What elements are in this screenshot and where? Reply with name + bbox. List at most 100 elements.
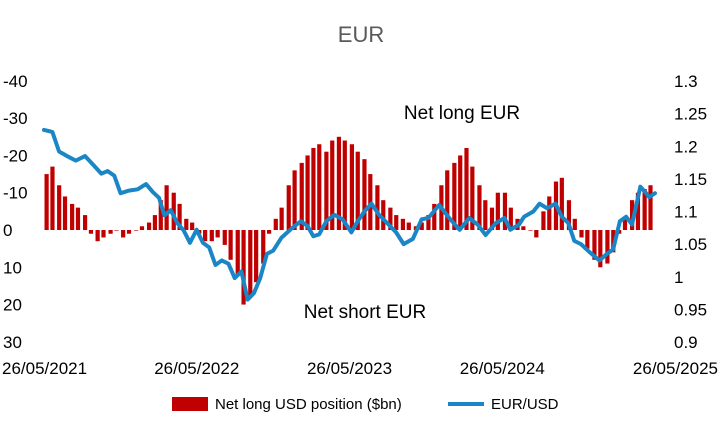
usd-position-bar <box>82 215 88 230</box>
usd-position-bar <box>566 200 572 230</box>
usd-position-bar <box>62 196 68 230</box>
usd-position-bar <box>355 151 360 230</box>
usd-position-bar <box>139 226 145 230</box>
usd-position-bar <box>184 218 189 230</box>
usd-position-bar <box>642 188 647 230</box>
usd-position-bar <box>419 222 424 230</box>
usd-position-bar <box>464 147 469 230</box>
usd-position-bar <box>572 218 577 230</box>
usd-position-bar <box>305 155 310 230</box>
usd-position-bar <box>235 230 240 275</box>
usd-position-bar <box>483 200 488 230</box>
usd-position-bar <box>126 230 132 234</box>
left-tick-label: 30 <box>3 333 22 352</box>
usd-position-bar <box>88 230 94 234</box>
left-axis: -40 -30 -20 -10 0 10 20 30 <box>3 72 28 352</box>
usd-position-bar <box>592 230 597 260</box>
right-tick-label: 1.3 <box>674 72 698 91</box>
usd-position-bar <box>261 230 266 264</box>
usd-position-bar <box>95 230 100 242</box>
usd-position-bar <box>349 144 354 230</box>
usd-position-bar <box>317 144 322 230</box>
usd-position-bar <box>585 230 590 249</box>
usd-position-bar <box>406 222 411 230</box>
usd-position-bar <box>559 177 564 230</box>
usd-position-bar <box>445 170 450 230</box>
usd-position-bar <box>248 230 253 298</box>
usd-position-bar <box>50 166 55 230</box>
usd-position-bar <box>299 162 304 230</box>
usd-position-bar <box>171 192 176 230</box>
usd-position-bar <box>495 192 500 230</box>
usd-position-bar <box>75 207 81 230</box>
usd-position-bar <box>432 203 437 230</box>
usd-position-bar <box>521 226 526 230</box>
usd-position-bar <box>330 140 335 230</box>
usd-position-bar <box>292 170 297 230</box>
usd-position-bar <box>228 230 233 260</box>
usd-position-bar <box>209 230 214 242</box>
usd-position-bar <box>121 230 126 238</box>
usd-position-bar <box>203 230 208 242</box>
usd-position-bar <box>273 218 278 230</box>
usd-position-bar <box>311 147 316 230</box>
usd-position-bar <box>70 203 75 230</box>
x-tick-label: 26/05/2024 <box>460 359 545 378</box>
usd-position-bar <box>241 230 246 305</box>
right-tick-label: 1.15 <box>674 170 707 189</box>
usd-position-bar <box>368 174 373 230</box>
left-tick-label: 0 <box>3 221 12 240</box>
usd-position-bar <box>388 207 393 230</box>
right-tick-label: 1.1 <box>674 203 698 222</box>
right-axis: 1.3 1.25 1.2 1.15 1.1 1.05 1 0.95 0.9 <box>674 72 707 352</box>
usd-position-bar <box>502 192 508 230</box>
eur-usd-line <box>42 127 657 302</box>
right-tick-label: 1.25 <box>674 105 707 124</box>
usd-position-bar <box>362 159 367 230</box>
left-tick-label: 10 <box>3 258 22 277</box>
usd-position-bar <box>101 230 106 238</box>
usd-position-bar <box>342 140 347 230</box>
usd-position-bar <box>381 200 386 230</box>
x-tick-label: 26/05/2025 <box>633 359 718 378</box>
left-tick-label: -30 <box>3 109 28 128</box>
usd-position-bar <box>336 136 342 230</box>
usd-position-bar <box>426 215 431 230</box>
usd-position-bar <box>114 230 119 231</box>
left-tick-label: -10 <box>3 184 28 203</box>
usd-position-bar <box>324 151 329 230</box>
usd-position-bar <box>470 166 475 230</box>
usd-position-bar <box>547 196 552 230</box>
usd-position-bar <box>452 162 457 230</box>
usd-position-bar <box>134 230 139 231</box>
usd-position-bar <box>222 230 227 245</box>
annotation-net-long: Net long EUR <box>404 103 520 124</box>
right-tick-label: 0.95 <box>674 300 707 319</box>
legend-line-label: EUR/USD <box>491 396 559 413</box>
right-tick-label: 1 <box>674 268 683 287</box>
usd-position-bar <box>108 230 113 234</box>
x-tick-label: 26/05/2023 <box>307 359 392 378</box>
usd-position-bar <box>394 215 399 230</box>
legend-bar-label: Net long USD position ($bn) <box>215 396 402 413</box>
left-tick-label: 20 <box>3 296 22 315</box>
usd-position-bar <box>579 230 584 238</box>
legend: Net long USD position ($bn) EUR/USD <box>172 396 559 413</box>
usd-position-bar <box>528 230 533 231</box>
usd-position-bar <box>279 207 284 230</box>
left-tick-label: -20 <box>3 146 28 165</box>
usd-position-bar <box>146 222 152 230</box>
x-tick-label: 26/05/2021 <box>2 359 87 378</box>
usd-position-bar <box>267 230 272 234</box>
usd-position-bar <box>605 230 610 264</box>
legend-bar-swatch <box>172 397 208 411</box>
annotation-net-short: Net short EUR <box>304 302 426 323</box>
usd-position-bar <box>375 185 380 230</box>
usd-position-bar <box>215 230 220 238</box>
usd-position-bar <box>477 185 482 230</box>
usd-position-bar <box>177 203 182 230</box>
usd-position-bar <box>44 174 49 230</box>
usd-position-bar <box>158 200 163 230</box>
usd-position-bar <box>489 207 495 230</box>
